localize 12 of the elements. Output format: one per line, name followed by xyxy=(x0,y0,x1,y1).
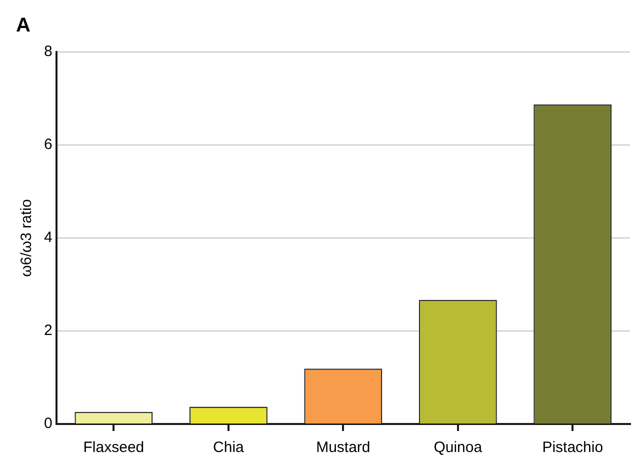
y-tick-label: 0 xyxy=(44,415,52,432)
x-tick-label: Flaxseed xyxy=(83,439,144,456)
y-tick-label: 6 xyxy=(44,136,52,154)
y-axis-title: ω6/ω3 ratio xyxy=(18,199,36,277)
x-tick-label: Mustard xyxy=(316,439,370,456)
x-tick-label: Quinoa xyxy=(434,439,483,456)
y-tick-label: 8 xyxy=(44,43,52,60)
x-tick-label: Pistachio xyxy=(542,439,604,456)
x-tick-label: Chia xyxy=(213,439,245,456)
text: A xyxy=(16,14,30,37)
y-tick-label: 4 xyxy=(44,229,52,246)
y-tick-label: 2 xyxy=(44,322,52,340)
